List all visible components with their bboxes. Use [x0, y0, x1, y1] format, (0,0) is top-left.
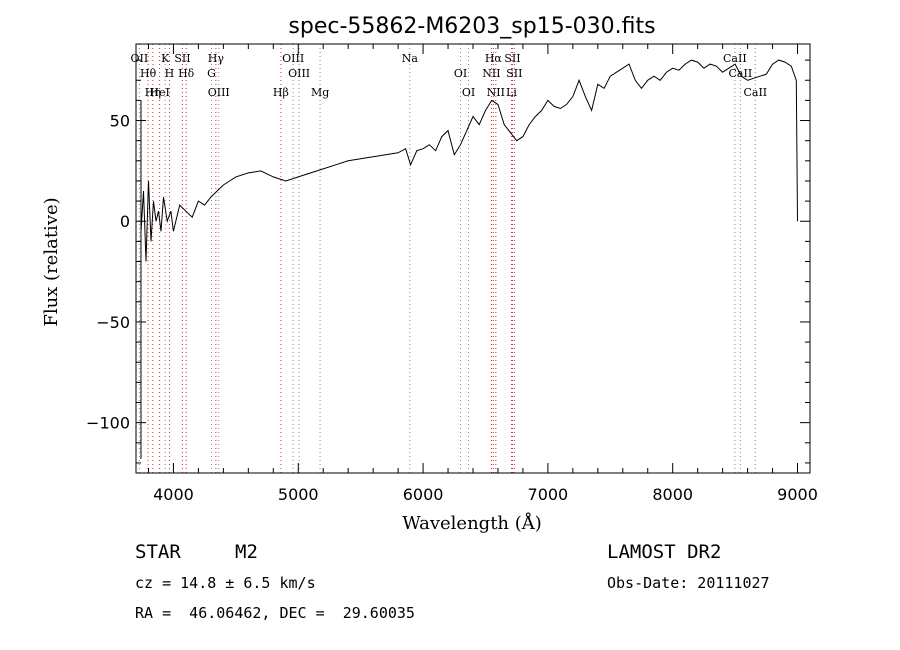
spectral-line-label: CaII: [723, 52, 747, 65]
spectral-line-label: OI: [462, 86, 475, 99]
spectral-line-label: Hα: [485, 52, 503, 65]
spectral-line-label: Mg: [311, 86, 329, 99]
spectral-line-label: Na: [402, 52, 419, 65]
coordinates: RA = 46.06462, DEC = 29.60035: [135, 604, 415, 622]
x-axis-label: Wavelength (Å): [402, 512, 542, 534]
chart-title: spec-55862-M6203_sp15-030.fits: [288, 14, 655, 39]
spectral-line-label: K: [161, 52, 170, 65]
spectral-line-label: Hδ: [178, 67, 195, 80]
x-tick-label: 8000: [652, 485, 693, 504]
spectral-line-labels: OIIHθHηKHHeISIIHδOIIIHγGHβOIIIOIIIMgNaOI…: [131, 52, 768, 99]
y-tick-label: 0: [120, 212, 130, 231]
redshift-info: cz = 14.8 ± 6.5 km/s: [135, 574, 316, 592]
y-axis-label: Flux (relative): [41, 197, 62, 326]
class-label: STAR: [135, 541, 181, 563]
spectral-line-label: CaII: [743, 86, 767, 99]
axis-ticks: 4000 5000 6000 7000 8000 9000 −100 −50 0 50: [86, 44, 818, 504]
spectral-line-label: Li: [506, 86, 517, 99]
spectral-line-label: NII: [487, 86, 505, 99]
x-tick-label: 5000: [278, 485, 319, 504]
subclass-label: M2: [235, 541, 258, 563]
obs-date: Obs-Date: 20111027: [607, 574, 770, 592]
spectrum-line: [140, 59, 798, 262]
spectral-line-label: SII: [504, 52, 520, 65]
spectral-line-label: H: [165, 67, 175, 80]
plot-frame: [135, 43, 811, 474]
spectral-line-label: HeI: [149, 86, 169, 99]
x-tick-label: 4000: [153, 485, 194, 504]
spectral-line-label: G: [207, 67, 216, 80]
spectral-line-label: SII: [174, 52, 190, 65]
survey-label: LAMOST DR2: [607, 541, 722, 563]
y-tick-label: −50: [96, 313, 130, 332]
spectral-line-label: OI: [454, 67, 467, 80]
spectral-line-label: Hθ: [140, 67, 157, 80]
series-layer: [140, 59, 798, 459]
x-tick-label: 6000: [403, 485, 444, 504]
spectral-line-label: OIII: [208, 86, 230, 99]
x-tick-label: 9000: [777, 485, 818, 504]
spectral-line-label: SII: [506, 67, 522, 80]
spectral-line-label: Hη: [145, 86, 161, 99]
spectral-line-label: Hγ: [208, 52, 225, 65]
spectral-line-label: OIII: [288, 67, 310, 80]
spectral-line-label: OII: [131, 52, 149, 65]
spectral-line-label: Hβ: [273, 86, 289, 99]
x-tick-label: 7000: [528, 485, 569, 504]
spectral-line-label: OIII: [282, 52, 304, 65]
spectral-line-label: NII: [482, 67, 500, 80]
y-tick-label: −100: [86, 414, 130, 433]
y-tick-label: 50: [110, 112, 130, 131]
spectral-lines-layer: [138, 44, 756, 473]
